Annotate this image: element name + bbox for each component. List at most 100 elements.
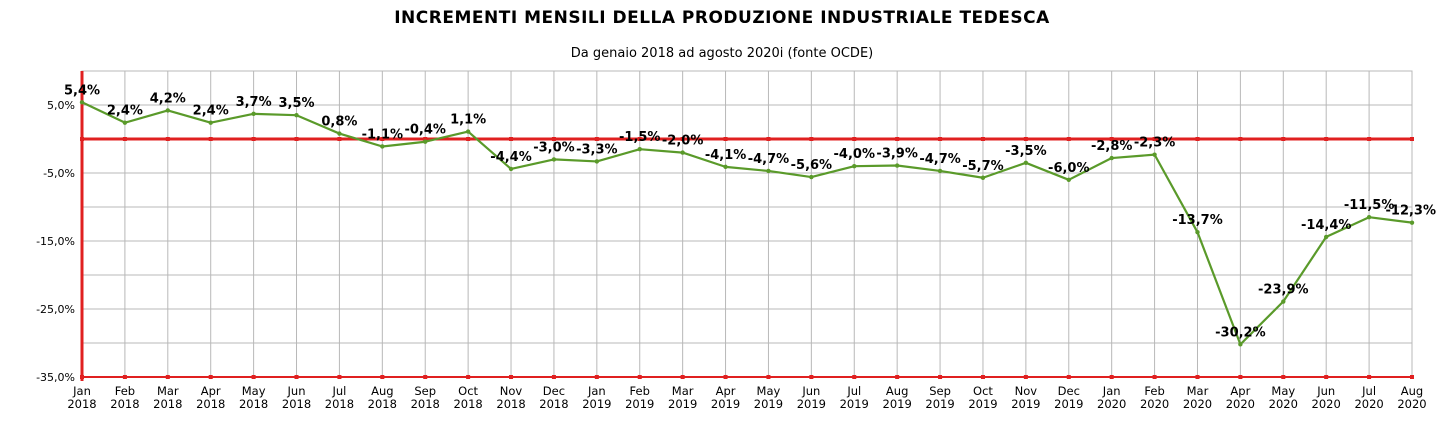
- x-tick-label-month: May: [1271, 384, 1295, 398]
- zero-line-marker: [1195, 137, 1200, 141]
- data-label: -2,8%: [1091, 139, 1132, 154]
- x-axis-marker: [852, 375, 857, 379]
- zero-line-marker: [1367, 137, 1372, 141]
- data-label: -4,7%: [748, 152, 789, 167]
- zero-line-marker: [466, 137, 471, 141]
- data-label: -4,0%: [834, 147, 875, 162]
- data-label: -2,3%: [1134, 136, 1175, 151]
- x-tick-label-month: Jan: [587, 384, 606, 398]
- x-tick-label-year: 2019: [968, 397, 997, 411]
- zero-line-marker: [1410, 137, 1414, 141]
- x-axis-marker: [466, 375, 471, 379]
- zero-line-marker: [1109, 137, 1114, 141]
- data-label: -4,7%: [919, 152, 960, 167]
- x-axis-marker: [723, 375, 728, 379]
- zero-line-marker: [1023, 137, 1028, 141]
- x-tick-label-year: 2019: [754, 397, 783, 411]
- data-point: [680, 150, 685, 155]
- zero-line-marker: [551, 137, 556, 141]
- x-axis-marker: [1066, 375, 1071, 379]
- data-point: [294, 113, 299, 118]
- zero-line-marker: [423, 137, 428, 141]
- x-tick-label-month: Mar: [1187, 384, 1209, 398]
- x-axis-marker: [637, 375, 642, 379]
- x-tick-label-year: 2020: [1354, 397, 1383, 411]
- data-label: 2,4%: [107, 104, 143, 119]
- x-tick-label-year: 2020: [1226, 397, 1255, 411]
- data-point: [1238, 342, 1243, 347]
- data-point: [380, 144, 385, 149]
- x-tick-label-year: 2018: [196, 397, 225, 411]
- x-tick-label-month: Apr: [716, 384, 736, 398]
- x-axis-marker: [1410, 375, 1414, 379]
- x-tick-label-month: Jul: [846, 384, 861, 398]
- data-point: [1195, 229, 1200, 235]
- x-axis-marker: [594, 375, 599, 379]
- zero-line-marker: [938, 137, 943, 141]
- x-axis-marker: [80, 375, 84, 379]
- zero-line-marker: [637, 137, 642, 141]
- x-axis-marker: [680, 375, 685, 379]
- x-axis-marker: [1109, 375, 1114, 379]
- data-point: [852, 164, 857, 169]
- y-tick-label: -5,0%: [43, 167, 75, 180]
- x-axis-marker: [551, 375, 556, 379]
- x-tick-label-month: Feb: [115, 384, 135, 398]
- x-axis-marker: [208, 375, 213, 379]
- x-tick-label-month: Jan: [1102, 384, 1121, 398]
- data-label: -1,5%: [619, 130, 660, 145]
- x-axis-marker: [423, 375, 428, 379]
- data-point: [551, 157, 557, 162]
- data-point: [465, 129, 471, 134]
- x-tick-label-month: Aug: [371, 384, 393, 398]
- data-point: [1152, 152, 1157, 157]
- x-tick-label-month: Dec: [543, 384, 565, 398]
- series-layer: [79, 100, 1415, 347]
- data-label: -3,5%: [1005, 144, 1046, 159]
- data-point: [1281, 299, 1286, 304]
- data-point: [637, 147, 642, 152]
- y-tick-label: -25,0%: [36, 303, 75, 316]
- data-label: 2,4%: [193, 104, 229, 119]
- x-tick-label-month: Oct: [973, 384, 993, 398]
- data-point: [165, 108, 171, 113]
- x-tick-label-month: Jun: [801, 384, 820, 398]
- x-tick-label-year: 2018: [282, 397, 311, 411]
- data-point: [508, 166, 514, 172]
- data-label: 0,8%: [321, 115, 357, 130]
- x-tick-label-month: Oct: [458, 384, 478, 398]
- data-label: -5,6%: [791, 158, 832, 173]
- series-line: [81, 101, 1413, 346]
- x-tick-label-year: 2018: [368, 397, 397, 411]
- x-tick-label-year: 2020: [1140, 397, 1169, 411]
- zero-line-marker: [251, 137, 256, 141]
- x-tick-label-year: 2020: [1097, 397, 1126, 411]
- data-point: [1066, 177, 1071, 182]
- data-label: -6,0%: [1048, 161, 1089, 176]
- data-label: -1,1%: [362, 127, 403, 142]
- data-label: -5,7%: [962, 159, 1003, 174]
- data-label: -14,4%: [1301, 218, 1352, 233]
- zero-line-marker: [165, 137, 170, 141]
- x-tick-label-month: Mar: [672, 384, 694, 398]
- zero-line-marker: [1324, 137, 1329, 141]
- y-tick-label: -15,0%: [36, 235, 75, 248]
- x-tick-label-year: 2020: [1269, 397, 1298, 411]
- data-label: -12,3%: [1386, 204, 1437, 219]
- data-point: [894, 163, 900, 168]
- x-tick-label-year: 2019: [582, 397, 611, 411]
- x-tick-label-year: 2018: [153, 397, 182, 411]
- x-axis-marker: [122, 375, 127, 379]
- zero-line-marker: [509, 137, 514, 141]
- data-point: [937, 168, 943, 174]
- x-tick-label-month: Dec: [1058, 384, 1080, 398]
- x-axis-marker: [1152, 375, 1157, 379]
- zero-line-marker: [1238, 137, 1243, 141]
- x-tick-label-month: Nov: [500, 384, 523, 398]
- data-point: [1366, 215, 1372, 220]
- x-tick-label-year: 2019: [840, 397, 869, 411]
- data-label: -4,4%: [490, 150, 531, 165]
- data-point: [122, 120, 128, 125]
- zero-line-marker: [680, 137, 685, 141]
